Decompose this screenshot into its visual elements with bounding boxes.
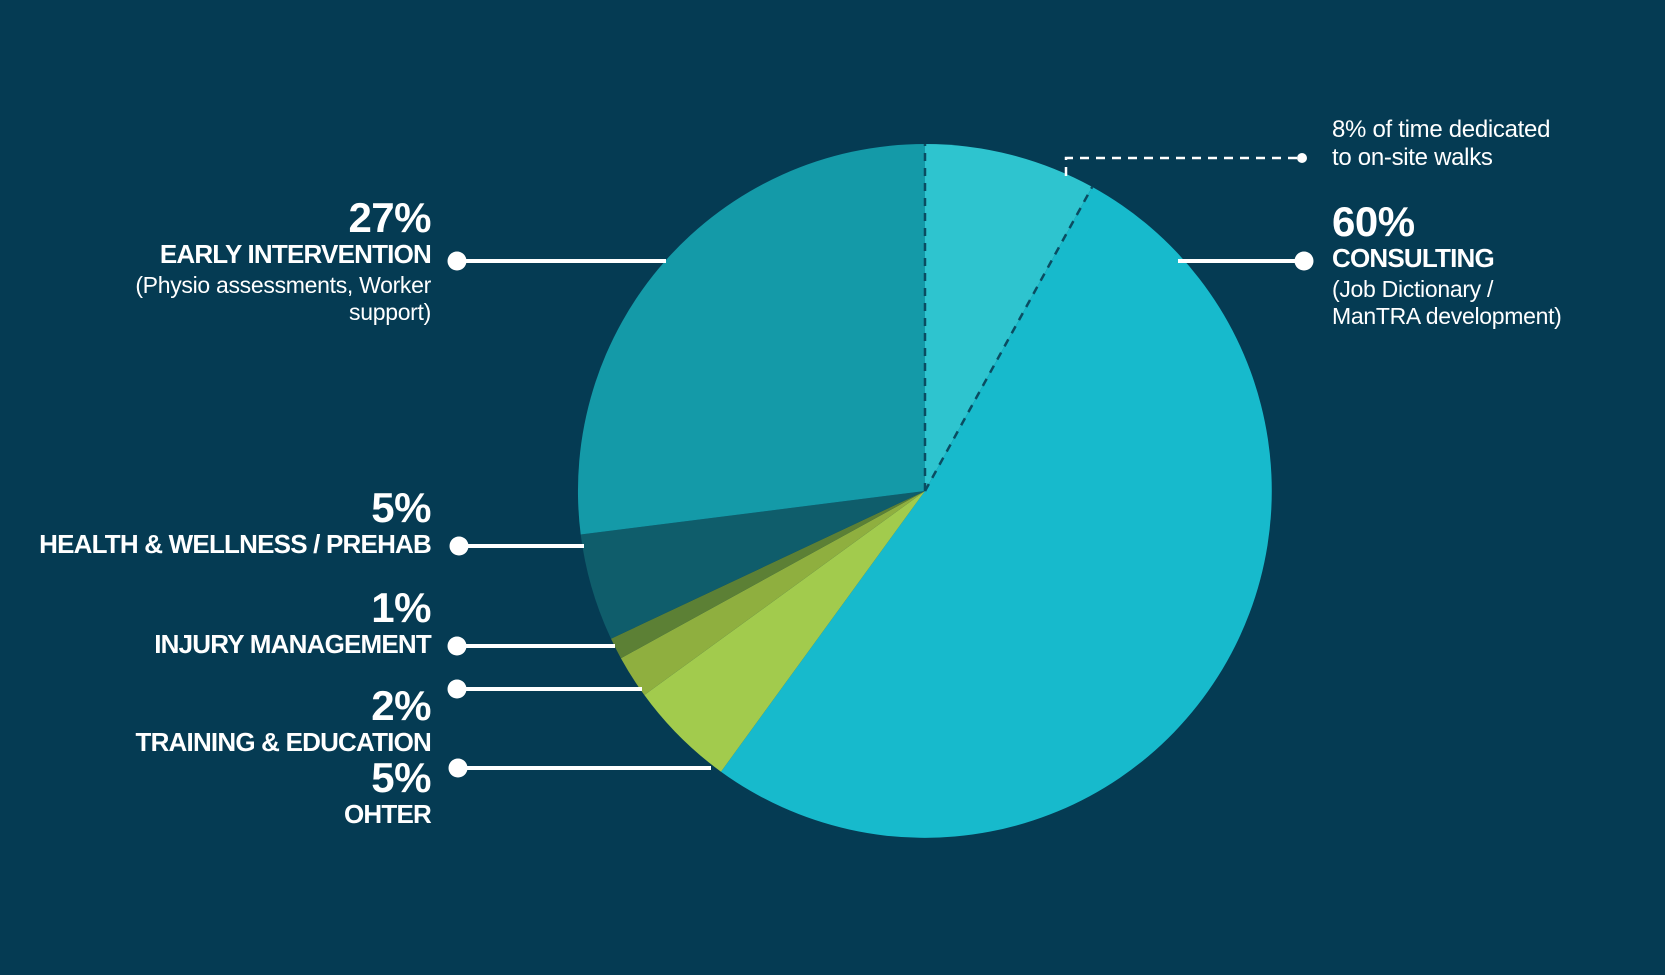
walks-note: 8% of time dedicated to on-site walks bbox=[1332, 116, 1551, 171]
callout-pct: 5% bbox=[371, 484, 431, 531]
pie-slice-consulting-on-site-walks bbox=[925, 143, 1093, 491]
pie-slice-injury-management bbox=[611, 491, 925, 659]
pie-dashed-divider bbox=[923, 186, 1094, 492]
callout-subtitle: (Physio assessments, Worker support) bbox=[135, 272, 431, 325]
pie-slice-health-wellness-prehab bbox=[580, 491, 925, 639]
callout-pct: 5% bbox=[371, 754, 431, 801]
callout-early-intervention: 27% EARLY INTERVENTION (Physio assessmen… bbox=[135, 196, 431, 326]
callout-title: INJURY MANAGEMENT bbox=[154, 629, 432, 659]
callout-subtitle: (Job Dictionary / ManTRA development) bbox=[1332, 276, 1562, 329]
leader-dot-training-education bbox=[447, 679, 467, 699]
callout-title: HEALTH & WELLNESS / PREHAB bbox=[39, 529, 432, 559]
walks-dashed-connector bbox=[1064, 156, 1297, 178]
callout-title: CONSULTING bbox=[1332, 243, 1495, 273]
pie-slices bbox=[577, 143, 1272, 838]
callout-title: EARLY INTERVENTION bbox=[159, 239, 432, 269]
walks-dot bbox=[1297, 153, 1307, 163]
callout-injury-management: 1% INJURY MANAGEMENT bbox=[154, 584, 432, 659]
callout-pct: 2% bbox=[371, 682, 431, 729]
leader-dot-injury-management bbox=[447, 636, 467, 656]
callout-pct: 1% bbox=[371, 584, 431, 631]
callout-consulting: 60% CONSULTING (Job Dictionary / ManTRA … bbox=[1332, 200, 1562, 330]
pie-slice-early-intervention bbox=[577, 144, 925, 535]
callout-other: 5% OHTER bbox=[343, 754, 432, 829]
callout-health-wellness-prehab: 5% HEALTH & WELLNESS / PREHAB bbox=[39, 484, 432, 559]
leader-dot-consulting bbox=[1294, 251, 1314, 271]
callout-title: TRAINING & EDUCATION bbox=[135, 727, 431, 757]
leader-dot-health-wellness-prehab bbox=[449, 536, 469, 556]
pie-slice-consulting bbox=[721, 186, 1272, 838]
callout-title: OHTER bbox=[343, 799, 432, 829]
pie-slice-other bbox=[644, 491, 925, 772]
leader-dot-other bbox=[448, 758, 468, 778]
callout-pct: 60% bbox=[1332, 198, 1415, 245]
leader-dot-early-intervention bbox=[447, 251, 467, 271]
callout-pct: 27% bbox=[348, 194, 431, 241]
callout-training-education: 2% TRAINING & EDUCATION bbox=[135, 682, 431, 757]
pie-slice-training-education bbox=[620, 491, 925, 695]
